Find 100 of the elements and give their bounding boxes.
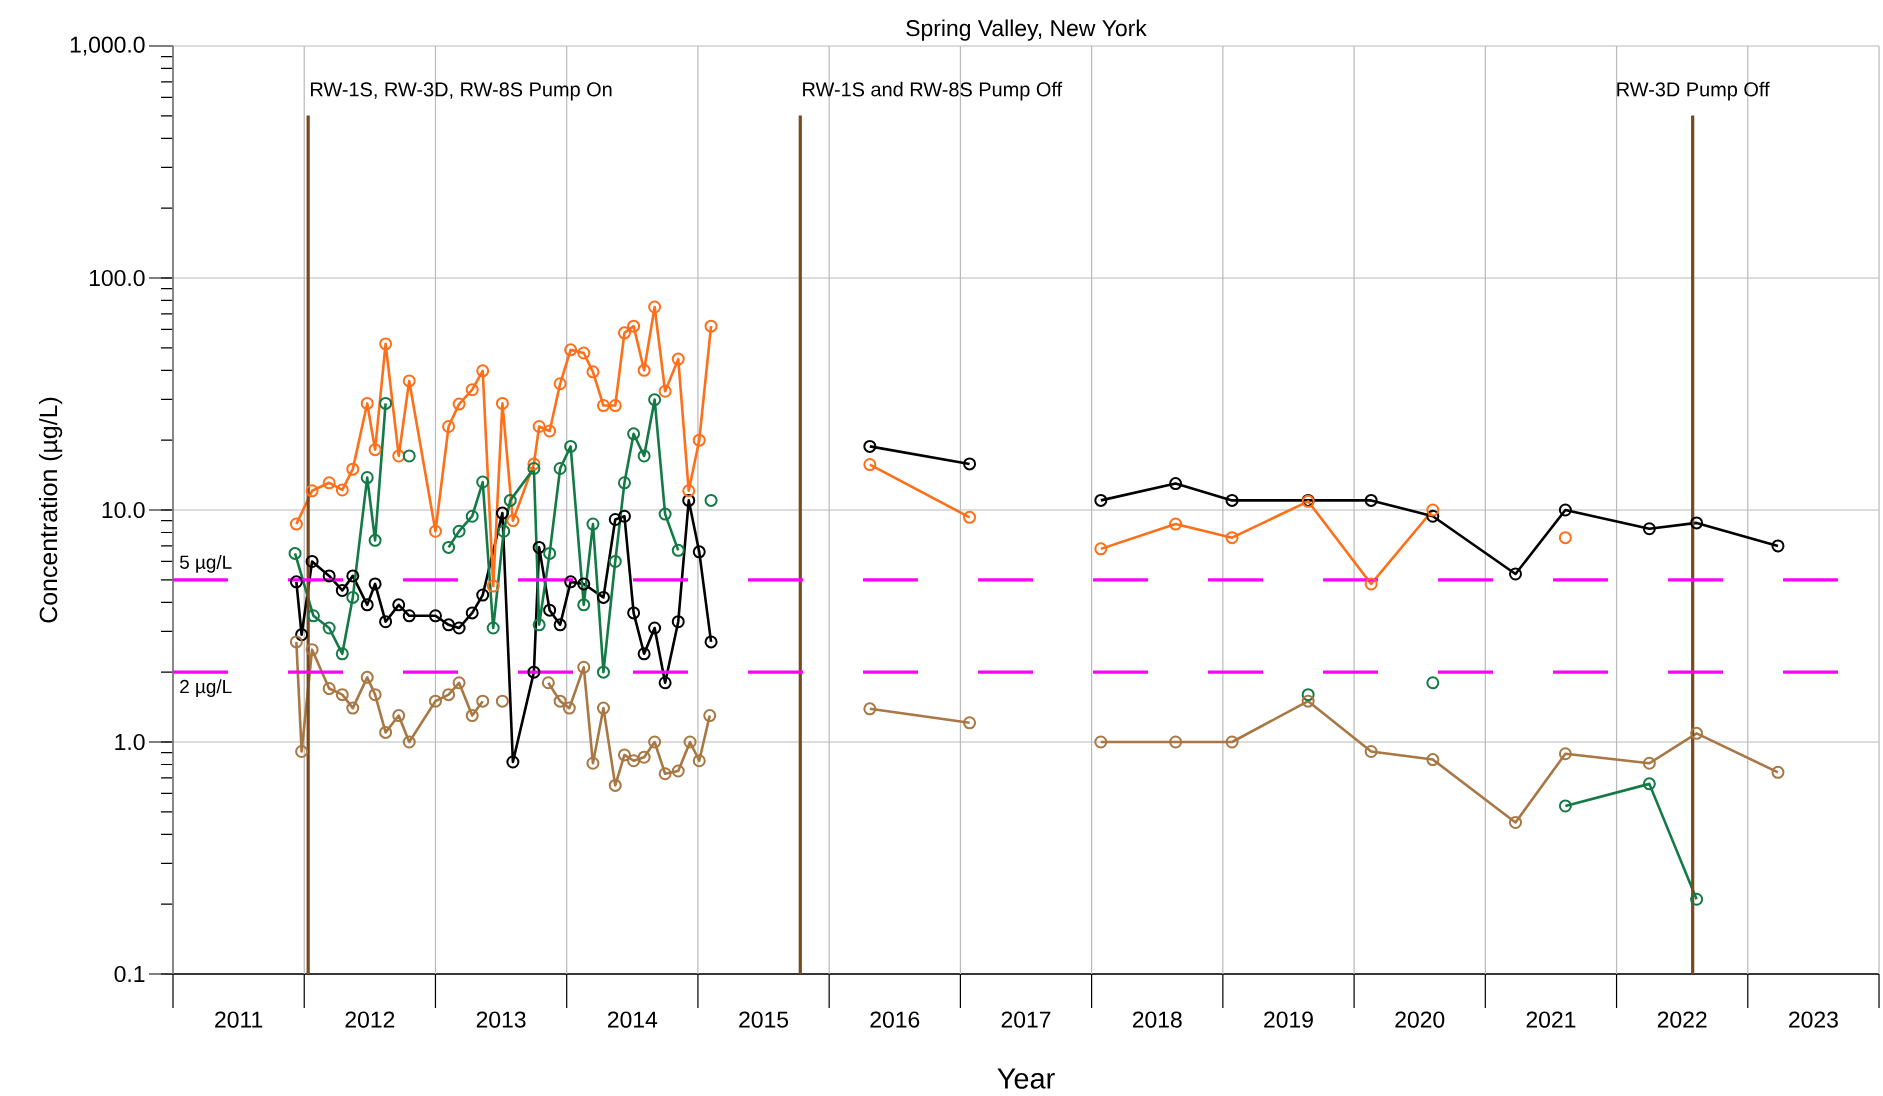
point [1690, 726, 1704, 740]
point [1225, 735, 1239, 749]
point [617, 326, 631, 340]
point [617, 509, 631, 523]
point [497, 524, 511, 538]
point [379, 615, 393, 629]
point [543, 424, 557, 438]
point [637, 449, 651, 463]
point [1169, 517, 1183, 531]
ref-line-label: RW-3D Pump Off [1617, 81, 1770, 101]
point [596, 701, 610, 715]
point [963, 457, 977, 471]
point [476, 694, 490, 708]
point [637, 363, 651, 377]
point [608, 399, 622, 413]
y-tick-label: 1,000.0 [70, 36, 145, 56]
point [1771, 539, 1785, 553]
point [486, 579, 500, 593]
point [1426, 676, 1440, 690]
point [532, 540, 546, 554]
x-tick-label: 2023 [1789, 1011, 1838, 1028]
point [428, 694, 442, 708]
point [1642, 756, 1656, 770]
point [617, 748, 631, 762]
point [703, 709, 717, 723]
x-tick-label: 2017 [1001, 1011, 1051, 1028]
point [682, 493, 696, 507]
point [648, 621, 662, 635]
point [402, 735, 416, 749]
y-axis-title: Concentration (µg/L) [38, 397, 63, 623]
point [476, 588, 490, 602]
point [1558, 503, 1572, 517]
point [553, 461, 567, 475]
point [608, 513, 622, 526]
point [452, 621, 466, 635]
y-tick-label: 1.0 [115, 733, 145, 751]
point [1094, 735, 1108, 749]
point [402, 609, 416, 623]
point [1094, 542, 1108, 556]
point [288, 546, 302, 560]
point [527, 461, 541, 475]
point [637, 647, 651, 661]
x-tick-label: 2021 [1526, 1011, 1576, 1028]
point [627, 319, 641, 333]
point [289, 517, 303, 531]
point [368, 443, 382, 457]
point [543, 546, 557, 560]
point [452, 397, 466, 411]
point [617, 476, 631, 490]
point [495, 694, 509, 708]
point [627, 427, 641, 441]
point [476, 475, 490, 489]
point [863, 702, 877, 716]
point [596, 399, 610, 413]
x-tick-label: 2011 [215, 1011, 263, 1028]
x-tick-label: 2015 [739, 1011, 789, 1028]
point [586, 517, 600, 531]
point [295, 745, 309, 758]
point [627, 754, 641, 768]
point [442, 540, 456, 554]
point [346, 462, 360, 476]
point [428, 609, 442, 623]
point [360, 598, 374, 612]
point [648, 735, 662, 749]
point [586, 756, 600, 770]
point [346, 590, 360, 604]
point [465, 709, 479, 723]
x-tick-label: 2022 [1657, 1011, 1707, 1028]
point [637, 750, 651, 764]
point [1558, 531, 1572, 545]
point [1771, 765, 1785, 779]
point [564, 439, 578, 453]
x-tick-label: 2020 [1395, 1011, 1445, 1028]
point [346, 701, 360, 715]
point [682, 484, 696, 498]
point [495, 396, 509, 410]
point [527, 665, 541, 679]
point [608, 778, 622, 792]
point [1225, 531, 1239, 545]
point [692, 754, 706, 768]
point [671, 543, 685, 557]
point [963, 716, 977, 730]
point [322, 682, 336, 696]
point [671, 352, 685, 366]
point [532, 420, 546, 434]
point [627, 606, 641, 620]
point [1169, 477, 1183, 491]
point [486, 621, 500, 635]
x-tick-label: 2013 [476, 1011, 526, 1028]
point [465, 606, 479, 620]
point [564, 575, 578, 589]
point [1509, 815, 1522, 829]
point [442, 420, 456, 434]
point [1558, 747, 1572, 761]
point [506, 755, 520, 769]
point [379, 725, 393, 739]
point [671, 615, 685, 629]
point [658, 384, 672, 398]
point [322, 569, 336, 583]
point [1301, 688, 1315, 702]
